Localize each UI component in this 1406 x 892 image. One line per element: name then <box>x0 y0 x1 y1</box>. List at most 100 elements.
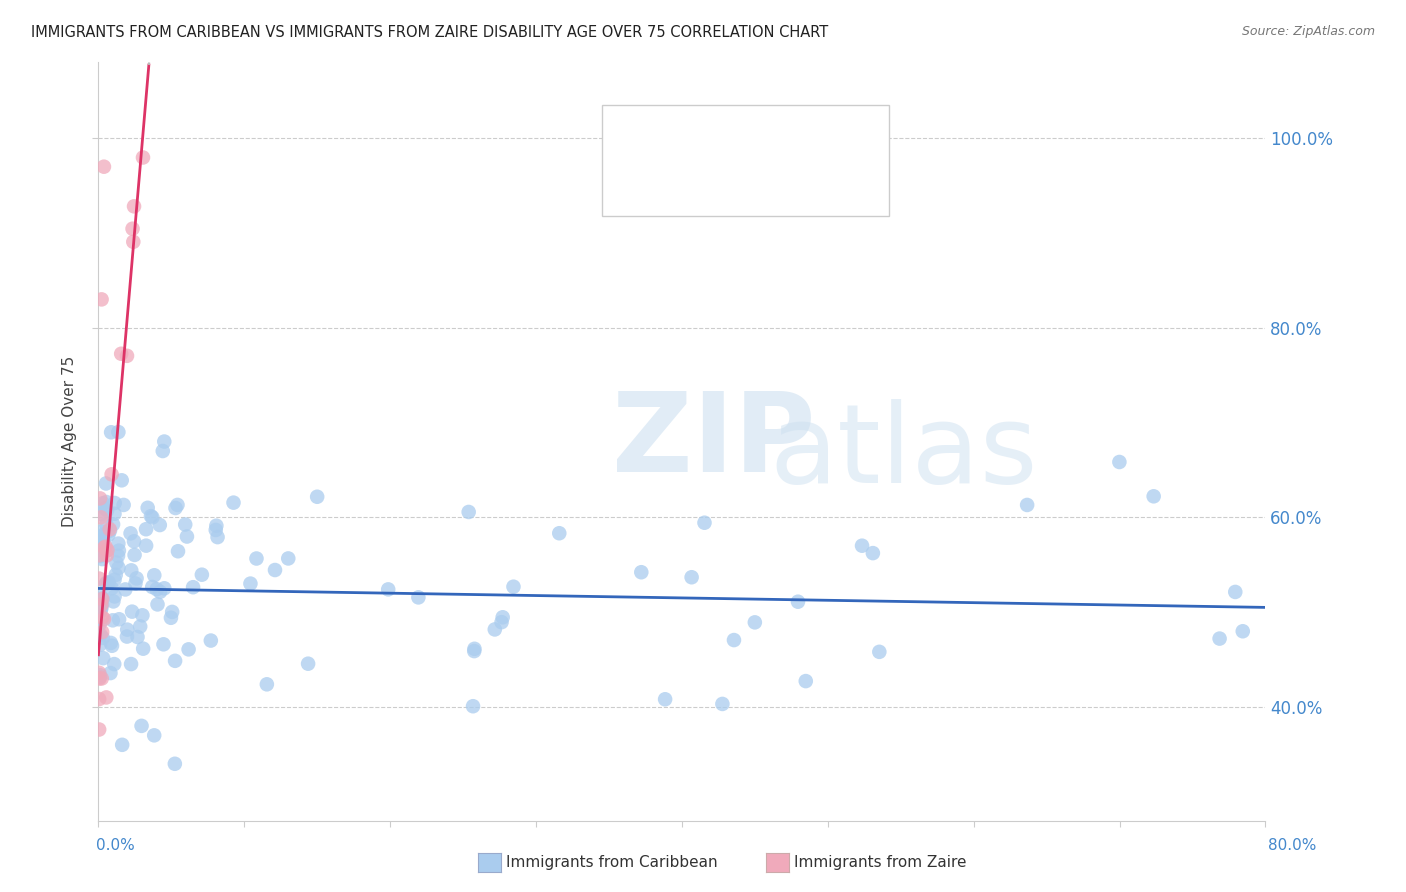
Point <box>103 657 125 672</box>
Point <box>90 507 112 521</box>
Point <box>91 625 114 640</box>
Point <box>307 490 329 504</box>
Point <box>94 577 117 591</box>
Point <box>120 526 142 541</box>
Point <box>124 548 146 562</box>
Point <box>165 654 187 668</box>
Point <box>166 498 188 512</box>
Point <box>89 668 111 682</box>
Point <box>1225 585 1247 599</box>
Point <box>91 591 114 606</box>
Point <box>787 595 810 609</box>
Point <box>104 496 127 510</box>
Point <box>723 633 745 648</box>
Point <box>174 517 197 532</box>
Point <box>93 160 115 174</box>
Point <box>97 575 120 590</box>
Point <box>245 551 267 566</box>
Text: R =: R = <box>655 116 689 134</box>
Point <box>167 544 190 558</box>
Point <box>103 573 125 587</box>
Point <box>111 738 134 752</box>
Point <box>484 623 506 637</box>
Point <box>120 657 142 671</box>
Text: 80.0%: 80.0% <box>1268 838 1316 853</box>
Point <box>120 563 142 577</box>
Point <box>96 543 118 558</box>
Point <box>129 619 152 633</box>
Point <box>94 540 117 554</box>
Point <box>131 608 153 623</box>
Point <box>93 541 115 555</box>
Point <box>89 534 111 549</box>
Point <box>207 530 229 544</box>
Point <box>89 549 111 563</box>
Point <box>111 473 134 487</box>
Point <box>862 546 884 560</box>
Point <box>107 536 129 550</box>
Point <box>108 543 131 558</box>
Point <box>90 590 112 604</box>
Point <box>176 529 198 543</box>
Point <box>89 606 111 620</box>
Point <box>492 610 515 624</box>
Point <box>630 566 652 580</box>
Point <box>1017 498 1039 512</box>
Point <box>91 529 114 543</box>
Point <box>143 728 166 742</box>
Point <box>124 576 146 591</box>
Point <box>96 543 118 558</box>
Point <box>177 642 200 657</box>
Point <box>132 641 155 656</box>
Point <box>115 630 138 644</box>
Point <box>153 582 176 596</box>
Text: Immigrants from Zaire: Immigrants from Zaire <box>794 855 967 870</box>
Point <box>110 347 132 361</box>
Point <box>264 563 287 577</box>
Point <box>457 505 479 519</box>
Point <box>256 677 278 691</box>
Point <box>222 495 245 509</box>
Point <box>98 522 121 536</box>
Point <box>91 598 114 612</box>
Point <box>127 630 149 644</box>
Text: Immigrants from Caribbean: Immigrants from Caribbean <box>506 855 718 870</box>
Point <box>89 692 111 706</box>
Point <box>491 615 513 629</box>
Point <box>96 517 118 532</box>
Point <box>89 572 111 586</box>
Point <box>89 638 111 652</box>
Point <box>132 151 155 165</box>
Point <box>94 501 117 516</box>
Point <box>548 526 571 541</box>
Point <box>277 551 299 566</box>
Point <box>153 434 176 449</box>
Point <box>89 534 111 549</box>
Point <box>96 503 118 517</box>
Point <box>90 598 112 612</box>
Point <box>408 591 430 605</box>
Point <box>200 633 222 648</box>
Point <box>131 719 153 733</box>
Point <box>108 612 131 626</box>
Point <box>98 524 121 538</box>
Text: ZIP: ZIP <box>612 388 815 495</box>
Point <box>135 522 157 536</box>
Point <box>104 567 127 582</box>
Point <box>163 756 186 771</box>
Point <box>112 498 135 512</box>
Point <box>681 570 703 584</box>
Point <box>461 699 484 714</box>
Point <box>91 496 114 510</box>
Point <box>463 641 485 656</box>
Point <box>145 582 167 597</box>
Point <box>1232 624 1254 639</box>
Point <box>89 491 111 506</box>
Point <box>91 651 114 665</box>
Point <box>93 612 115 626</box>
Point <box>103 594 125 608</box>
Text: N =: N = <box>761 116 794 134</box>
Point <box>191 567 214 582</box>
Point <box>143 568 166 582</box>
Point <box>101 639 124 653</box>
